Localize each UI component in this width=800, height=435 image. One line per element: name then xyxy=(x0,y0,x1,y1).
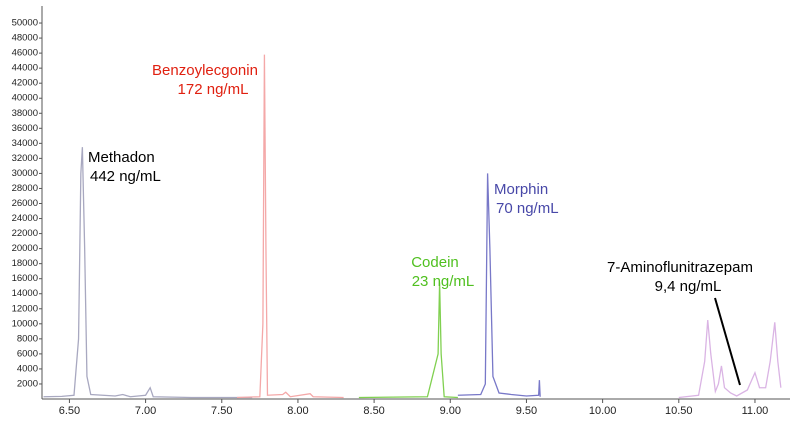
peak-name: Methadon xyxy=(88,149,155,166)
peak-name: Codein xyxy=(411,254,459,271)
y-tick-label: 4000 xyxy=(17,363,38,374)
x-tick-label: 8.00 xyxy=(287,405,308,417)
chromatogram-line xyxy=(236,54,344,399)
y-tick-label: 32000 xyxy=(12,153,38,164)
y-tick-label: 48000 xyxy=(12,33,38,44)
annotation-pointer xyxy=(714,297,741,386)
y-tick-label: 6000 xyxy=(17,348,38,359)
y-tick-label: 2000 xyxy=(17,378,38,389)
y-tick-label: 50000 xyxy=(12,18,38,29)
x-tick-label: 8.50 xyxy=(363,405,384,417)
x-tick-label: 7.50 xyxy=(211,405,232,417)
chromatogram-line xyxy=(358,282,458,399)
y-tick-label: 12000 xyxy=(12,303,38,314)
y-tick-label: 40000 xyxy=(12,93,38,104)
x-tick-label: 9.00 xyxy=(440,405,461,417)
y-tick-label: 26000 xyxy=(12,198,38,209)
y-tick-label: 44000 xyxy=(12,63,38,74)
peak-concentration: 442 ng/mL xyxy=(90,168,161,185)
y-tick-label: 46000 xyxy=(12,48,38,59)
x-tick-label: 7.00 xyxy=(135,405,156,417)
x-tick-label: 10.50 xyxy=(665,405,693,417)
chromatogram-line xyxy=(457,173,541,397)
y-tick-label: 24000 xyxy=(12,213,38,224)
y-tick-label: 20000 xyxy=(12,243,38,254)
y-tick-label: 34000 xyxy=(12,138,38,149)
peak-name: Benzoylecgonin xyxy=(152,62,258,79)
x-tick-label: 11.00 xyxy=(742,405,769,417)
y-tick-label: 30000 xyxy=(12,168,38,179)
y-tick-label: 14000 xyxy=(12,288,38,299)
peak-concentration: 172 ng/mL xyxy=(178,81,249,98)
y-tick-label: 42000 xyxy=(12,78,38,89)
x-tick-label: 9.50 xyxy=(516,405,537,417)
peak-concentration: 9,4 ng/mL xyxy=(655,278,722,295)
peak-name: Morphin xyxy=(494,181,548,198)
peak-concentration: 23 ng/mL xyxy=(412,273,475,290)
x-tick-label: 6.50 xyxy=(59,405,80,417)
y-tick-label: 38000 xyxy=(12,108,38,119)
y-tick-label: 18000 xyxy=(12,258,38,269)
peak-concentration: 70 ng/mL xyxy=(496,200,559,217)
y-tick-label: 36000 xyxy=(12,123,38,134)
peak-name: 7-Aminoflunitrazepam xyxy=(607,259,753,276)
x-tick-label: 10.00 xyxy=(589,405,617,417)
y-tick-label: 16000 xyxy=(12,273,38,284)
chromatogram-line xyxy=(43,147,253,399)
y-tick-label: 28000 xyxy=(12,183,38,194)
y-tick-label: 22000 xyxy=(12,228,38,239)
chromatogram-line xyxy=(678,319,782,399)
y-tick-label: 8000 xyxy=(17,333,38,344)
y-tick-label: 10000 xyxy=(12,318,38,329)
